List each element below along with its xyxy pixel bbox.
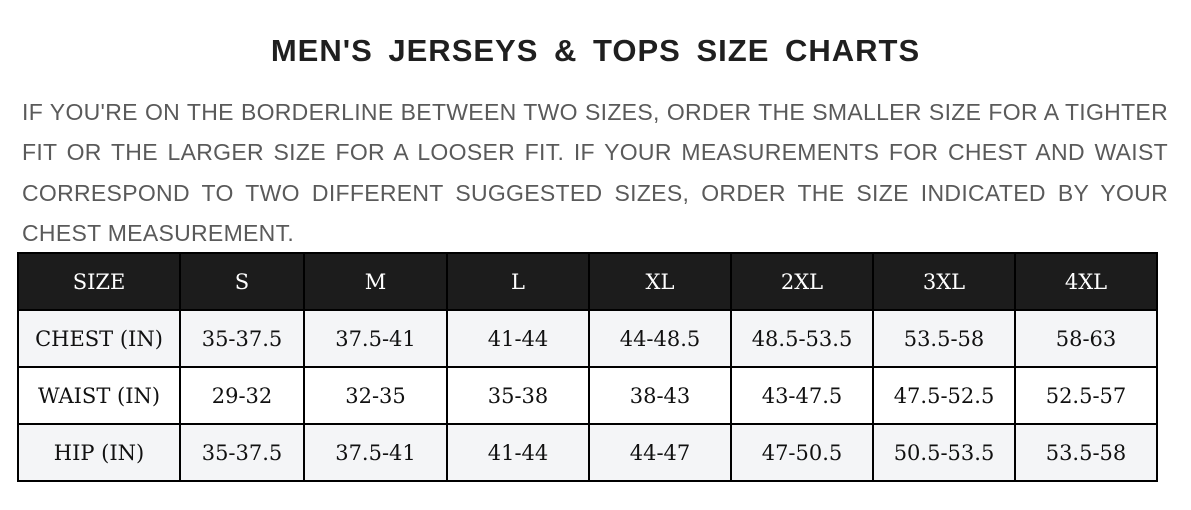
- table-cell: 38-43: [588, 366, 732, 425]
- table-cell: 58-63: [1014, 309, 1158, 368]
- table-cell: 53.5-58: [1014, 423, 1158, 482]
- table-cell: 41-44: [446, 423, 590, 482]
- table-cell: 47-50.5: [730, 423, 874, 482]
- table-cell: 44-47: [588, 423, 732, 482]
- header-cell: XL: [588, 252, 732, 311]
- table-cell: 43-47.5: [730, 366, 874, 425]
- table-cell: 37.5-41: [303, 423, 448, 482]
- table-cell: 41-44: [446, 309, 590, 368]
- row-label-cell: HIP (IN): [17, 423, 181, 482]
- row-label-cell: CHEST (IN): [17, 309, 181, 368]
- table-cell: 37.5-41: [303, 309, 448, 368]
- sizing-note: IF YOU'RE ON THE BORDERLINE BETWEEN TWO …: [22, 99, 1168, 246]
- header-row: SIZE S M L XL 2XL 3XL 4XL: [17, 252, 1158, 311]
- table-cell: 44-48.5: [588, 309, 732, 368]
- table-row: WAIST (IN) 29-32 32-35 35-38 38-43 43-47.5 47.…: [17, 366, 1158, 425]
- header-cell: 3XL: [872, 252, 1016, 311]
- size-chart-table: SIZE S M L XL 2XL 3XL 4XL CHEST (IN) 35-3…: [17, 252, 1158, 482]
- table-cell: 32-35: [303, 366, 448, 425]
- table-cell: 35-37.5: [179, 309, 305, 368]
- header-cell: S: [179, 252, 305, 311]
- table-cell: 29-32: [179, 366, 305, 425]
- table-cell: 35-37.5: [179, 423, 305, 482]
- header-cell: M: [303, 252, 448, 311]
- header-cell: L: [446, 252, 590, 311]
- table-cell: 50.5-53.5: [872, 423, 1016, 482]
- header-cell: 4XL: [1014, 252, 1158, 311]
- table-cell: 48.5-53.5: [730, 309, 874, 368]
- table-cell: 47.5-52.5: [872, 366, 1016, 425]
- table-cell: 52.5-57: [1014, 366, 1158, 425]
- header-cell: 2XL: [730, 252, 874, 311]
- table-row: CHEST (IN) 35-37.5 37.5-41 41-44 44-48.5 48.5…: [17, 309, 1158, 368]
- table-row: HIP (IN) 35-37.5 37.5-41 41-44 44-47 47-50.5 5…: [17, 423, 1158, 482]
- table-cell: 35-38: [446, 366, 590, 425]
- page-title: MEN'S JERSEYS & TOPS SIZE CHARTS: [270, 33, 921, 68]
- table-cell: 53.5-58: [872, 309, 1016, 368]
- header-cell: SIZE: [17, 252, 181, 311]
- row-label-cell: WAIST (IN): [17, 366, 181, 425]
